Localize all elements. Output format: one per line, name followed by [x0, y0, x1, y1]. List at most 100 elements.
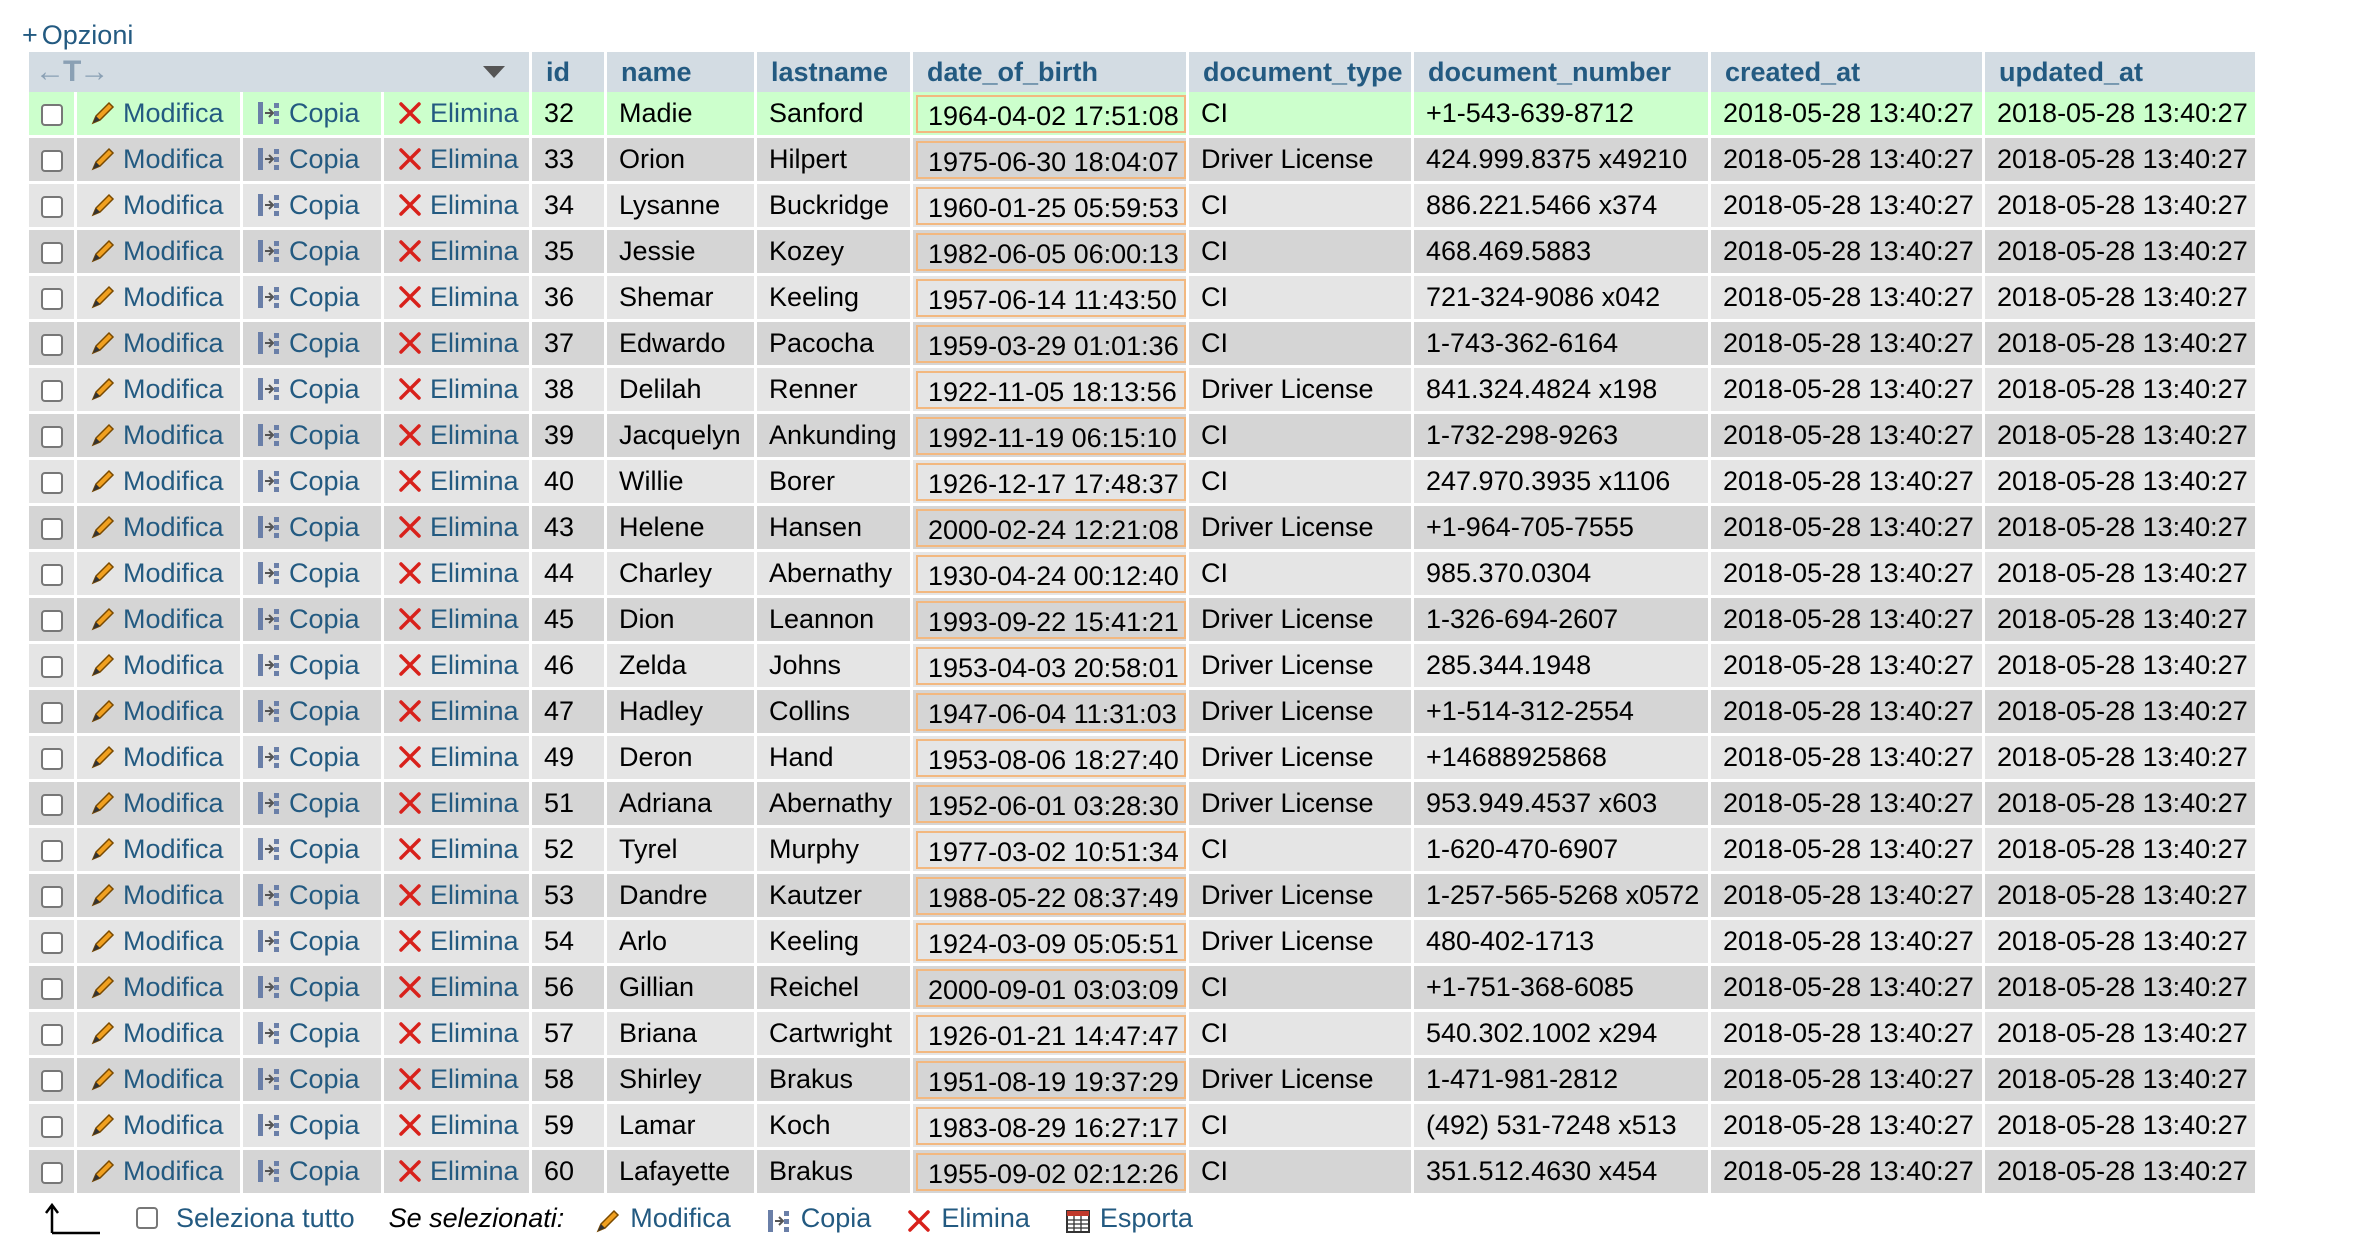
row-copy-button[interactable]: Copia	[255, 98, 360, 128]
row-edit-button[interactable]: Modifica	[89, 604, 224, 634]
table-row[interactable]: Modifica Copia Elimina 49 Deron Hand 1953-08-0…	[29, 736, 2255, 782]
row-copy-button[interactable]: Copia	[255, 880, 360, 910]
row-delete-button[interactable]: Elimina	[396, 420, 519, 450]
table-row[interactable]: Modifica Copia Elimina 56 Gillian Reichel 2000…	[29, 966, 2255, 1012]
row-edit-button[interactable]: Modifica	[89, 650, 224, 680]
table-row[interactable]: Modifica Copia Elimina 45 Dion Leannon 1993-09…	[29, 598, 2255, 644]
table-row[interactable]: Modifica Copia Elimina 51 Adriana Abernathy 19…	[29, 782, 2255, 828]
column-header-lastname[interactable]: lastname	[757, 52, 910, 92]
row-edit-button[interactable]: Modifica	[89, 742, 224, 772]
row-copy-button[interactable]: Copia	[255, 144, 360, 174]
row-checkbox[interactable]	[40, 747, 63, 770]
row-edit-button[interactable]: Modifica	[89, 1018, 224, 1048]
table-row[interactable]: Modifica Copia Elimina 54 Arlo Keeling 1924-03…	[29, 920, 2255, 966]
row-copy-button[interactable]: Copia	[255, 374, 360, 404]
date-of-birth-value[interactable]: 1959-03-29 01:01:36	[916, 324, 1186, 363]
row-edit-button[interactable]: Modifica	[89, 328, 224, 358]
table-row[interactable]: Modifica Copia Elimina 39 Jacquelyn Ankunding…	[29, 414, 2255, 460]
table-row[interactable]: Modifica Copia Elimina 46 Zelda Johns 1953-04-…	[29, 644, 2255, 690]
date-of-birth-value[interactable]: 1988-05-22 08:37:49	[916, 876, 1186, 915]
date-of-birth-value[interactable]: 1993-09-22 15:41:21	[916, 600, 1186, 639]
row-delete-button[interactable]: Elimina	[396, 1110, 519, 1140]
bulk-delete-button[interactable]: Elimina	[905, 1196, 1030, 1240]
bulk-edit-button[interactable]: Modifica	[594, 1196, 731, 1240]
row-delete-button[interactable]: Elimina	[396, 328, 519, 358]
table-row[interactable]: Modifica Copia Elimina 35 Jessie Kozey 1982-06…	[29, 230, 2255, 276]
date-of-birth-value[interactable]: 1926-12-17 17:48:37	[916, 462, 1186, 501]
date-of-birth-value[interactable]: 1953-08-06 18:27:40	[916, 738, 1186, 777]
row-edit-button[interactable]: Modifica	[89, 788, 224, 818]
date-of-birth-value[interactable]: 1926-01-21 14:47:47	[916, 1014, 1186, 1053]
row-delete-button[interactable]: Elimina	[396, 558, 519, 588]
row-edit-button[interactable]: Modifica	[89, 190, 224, 220]
row-checkbox[interactable]	[40, 839, 63, 862]
table-row[interactable]: Modifica Copia Elimina 57 Briana Cartwright 19…	[29, 1012, 2255, 1058]
row-delete-button[interactable]: Elimina	[396, 282, 519, 312]
row-edit-button[interactable]: Modifica	[89, 98, 224, 128]
date-of-birth-value[interactable]: 1955-09-02 02:12:26	[916, 1152, 1186, 1191]
row-checkbox[interactable]	[40, 1115, 63, 1138]
row-copy-button[interactable]: Copia	[255, 834, 360, 864]
row-checkbox[interactable]	[40, 471, 63, 494]
bulk-copy-button[interactable]: Copia	[765, 1196, 871, 1240]
table-row[interactable]: Modifica Copia Elimina 43 Helene Hansen 2000-0…	[29, 506, 2255, 552]
row-delete-button[interactable]: Elimina	[396, 742, 519, 772]
row-delete-button[interactable]: Elimina	[396, 926, 519, 956]
row-copy-button[interactable]: Copia	[255, 282, 360, 312]
row-copy-button[interactable]: Copia	[255, 696, 360, 726]
row-edit-button[interactable]: Modifica	[89, 420, 224, 450]
row-delete-button[interactable]: Elimina	[396, 880, 519, 910]
row-checkbox[interactable]	[40, 931, 63, 954]
table-row[interactable]: Modifica Copia Elimina 34 Lysanne Buckridge 19…	[29, 184, 2255, 230]
date-of-birth-value[interactable]: 1982-06-05 06:00:13	[916, 232, 1186, 271]
date-of-birth-value[interactable]: 1953-04-03 20:58:01	[916, 646, 1186, 685]
row-copy-button[interactable]: Copia	[255, 604, 360, 634]
table-row[interactable]: Modifica Copia Elimina 32 Madie Sanford 1964-0…	[29, 92, 2255, 138]
column-header-name[interactable]: name	[607, 52, 754, 92]
table-row[interactable]: Modifica Copia Elimina 40 Willie Borer 1926-12…	[29, 460, 2255, 506]
row-copy-button[interactable]: Copia	[255, 190, 360, 220]
row-delete-button[interactable]: Elimina	[396, 190, 519, 220]
date-of-birth-value[interactable]: 1922-11-05 18:13:56	[916, 370, 1186, 409]
table-row[interactable]: Modifica Copia Elimina 52 Tyrel Murphy 1977-03…	[29, 828, 2255, 874]
table-row[interactable]: Modifica Copia Elimina 60 Lafayette Brakus 195…	[29, 1150, 2255, 1196]
select-all-link[interactable]: Seleziona tutto	[176, 1203, 355, 1233]
row-checkbox[interactable]	[40, 977, 63, 1000]
row-delete-button[interactable]: Elimina	[396, 788, 519, 818]
row-edit-button[interactable]: Modifica	[89, 236, 224, 266]
date-of-birth-value[interactable]: 1975-06-30 18:04:07	[916, 140, 1186, 179]
table-row[interactable]: Modifica Copia Elimina 37 Edwardo Pacocha 1959…	[29, 322, 2255, 368]
row-checkbox[interactable]	[40, 517, 63, 540]
row-copy-button[interactable]: Copia	[255, 742, 360, 772]
column-header-updated-at[interactable]: updated_at	[1985, 52, 2255, 92]
row-copy-button[interactable]: Copia	[255, 650, 360, 680]
row-checkbox[interactable]	[40, 333, 63, 356]
row-edit-button[interactable]: Modifica	[89, 282, 224, 312]
row-copy-button[interactable]: Copia	[255, 1110, 360, 1140]
date-of-birth-value[interactable]: 1957-06-14 11:43:50	[916, 278, 1186, 317]
row-checkbox[interactable]	[40, 103, 63, 126]
row-checkbox[interactable]	[40, 609, 63, 632]
row-checkbox[interactable]	[40, 655, 63, 678]
date-of-birth-value[interactable]: 2000-09-01 03:03:09	[916, 968, 1186, 1007]
select-all-checkbox[interactable]	[136, 1207, 158, 1229]
column-header-created-at[interactable]: created_at	[1711, 52, 1982, 92]
row-delete-button[interactable]: Elimina	[396, 650, 519, 680]
row-edit-button[interactable]: Modifica	[89, 696, 224, 726]
row-delete-button[interactable]: Elimina	[396, 696, 519, 726]
column-header-id[interactable]: id	[532, 52, 604, 92]
row-delete-button[interactable]: Elimina	[396, 972, 519, 1002]
date-of-birth-value[interactable]: 1960-01-25 05:59:53	[916, 186, 1186, 225]
row-delete-button[interactable]: Elimina	[396, 236, 519, 266]
row-copy-button[interactable]: Copia	[255, 236, 360, 266]
row-copy-button[interactable]: Copia	[255, 466, 360, 496]
table-row[interactable]: Modifica Copia Elimina 58 Shirley Brakus 1951-…	[29, 1058, 2255, 1104]
row-copy-button[interactable]: Copia	[255, 328, 360, 358]
date-of-birth-value[interactable]: 1977-03-02 10:51:34	[916, 830, 1186, 869]
column-resize-arrows-icon[interactable]: ←T→	[35, 55, 109, 88]
select-all-control[interactable]: Seleziona tutto	[136, 1196, 355, 1240]
row-delete-button[interactable]: Elimina	[396, 834, 519, 864]
row-checkbox[interactable]	[40, 241, 63, 264]
row-checkbox[interactable]	[40, 149, 63, 172]
row-copy-button[interactable]: Copia	[255, 420, 360, 450]
